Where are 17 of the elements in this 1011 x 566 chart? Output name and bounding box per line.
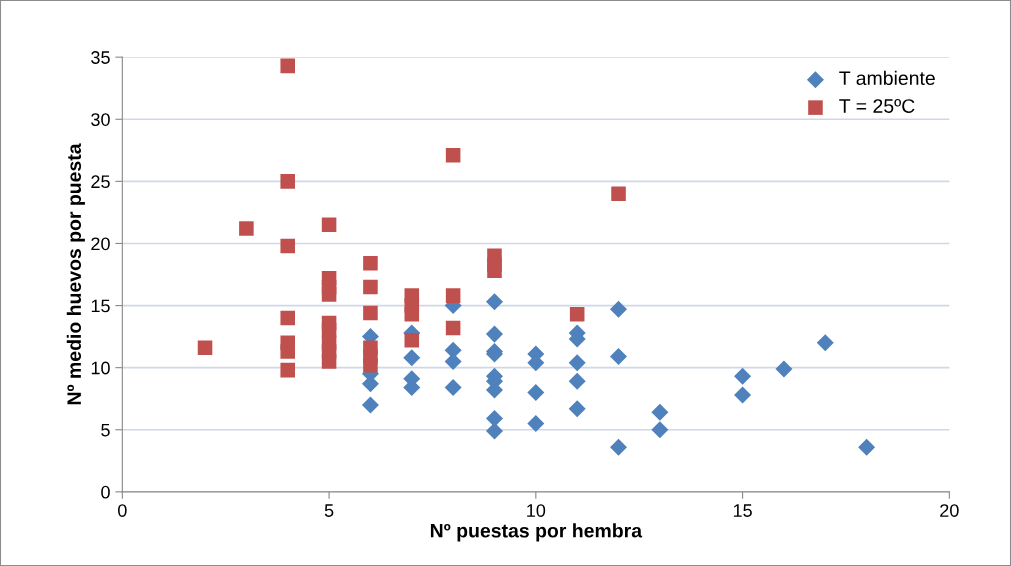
legend-label: T = 25ºC xyxy=(839,99,915,113)
legend-label: T ambiente xyxy=(839,70,935,86)
y-tick-label: 30 xyxy=(91,113,110,126)
y-tick-label: 15 xyxy=(91,299,110,313)
y-axis-title: Nº medio huevos por puesta xyxy=(66,143,85,405)
x-tick-label: 5 xyxy=(324,504,334,517)
x-axis-title: Nº puestas por hembra xyxy=(430,523,643,542)
y-tick-label: 25 xyxy=(91,175,110,189)
x-tick-label: 15 xyxy=(733,504,752,517)
x-tick-label: 0 xyxy=(118,504,127,517)
y-tick-label: 35 xyxy=(91,51,110,64)
x-tick-label: 10 xyxy=(527,504,546,517)
y-tick-label: 5 xyxy=(101,423,110,437)
y-tick-label: 0 xyxy=(101,485,110,499)
y-tick-label: 20 xyxy=(91,237,110,251)
x-tick-label: 20 xyxy=(940,504,959,517)
y-tick-label: 10 xyxy=(91,361,110,375)
